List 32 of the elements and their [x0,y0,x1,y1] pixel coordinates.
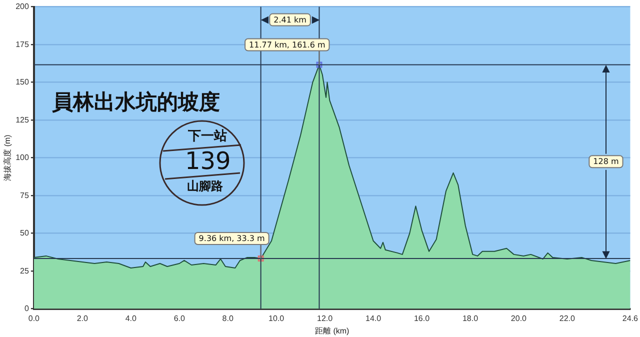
annotation: 11.77 km, 161.6 m [249,40,326,50]
y-tick-label: 25 [20,266,30,276]
x-tick-label: 16.0 [414,314,430,323]
y-tick-label: 150 [16,78,30,87]
y-tick-label: 50 [20,228,30,238]
x-tick-label: 14.0 [366,314,382,323]
x-tick-label: 2.0 [76,314,89,323]
x-tick-label: 22.0 [559,314,576,323]
x-axis-title: 距離 (km) [314,326,350,336]
x-tick-label: 0.0 [28,314,40,323]
x-tick-label: 6.0 [174,314,186,323]
y-axis-title: 海拔高度 (m) [3,134,12,181]
x-tick-label: 10.0 [268,314,285,323]
x-tick-label: 20.0 [510,314,528,323]
annotation: 139 [185,147,231,175]
y-tick-label: 0 [24,304,30,314]
annotation: 2.41 km [274,15,307,24]
annotation: 山腳路 [187,179,223,193]
x-tick-label: 18.0 [462,314,479,323]
x-tick-label: 4.0 [125,314,138,323]
y-tick-label: 175 [16,40,30,49]
annotation: 下一站 [188,129,227,144]
y-tick-label: 100 [16,153,30,162]
annotation: 9.36 km, 33.3 m [198,234,266,244]
x-tick-label: 8.0 [222,314,234,323]
annotation: 128 m [593,157,619,166]
y-tick-label: 125 [16,115,30,124]
x-tick-label: 12.0 [317,314,334,323]
annotation: 員林出水坑的坡度 [52,90,220,114]
y-tick-label: 75 [20,190,30,200]
y-tick-label: 200 [16,2,30,12]
x-tick-label: 24.6 [622,314,639,323]
